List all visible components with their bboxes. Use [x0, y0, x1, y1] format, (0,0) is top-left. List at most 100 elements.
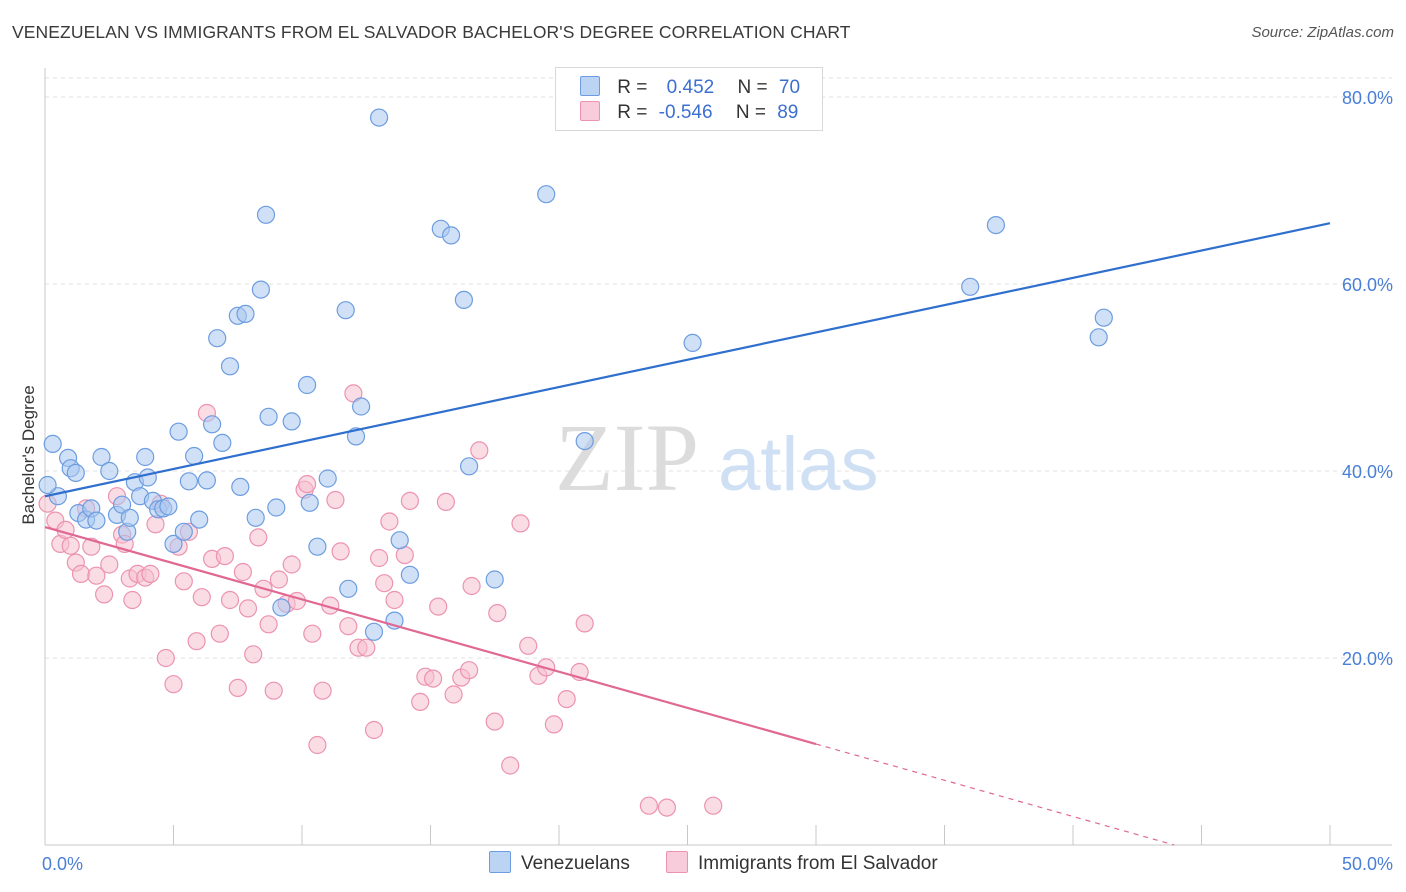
el-salvador-point: [400, 491, 419, 510]
legend-r-label: R =: [617, 102, 648, 123]
el-salvador-point: [429, 597, 448, 616]
el-salvador-point: [264, 681, 283, 700]
venezuelan-point: [1094, 308, 1113, 327]
el-salvador-point: [156, 648, 175, 668]
chart-title: VENEZUELAN VS IMMIGRANTS FROM EL SALVADO…: [12, 22, 851, 42]
legend-r-value: -0.546: [658, 102, 713, 123]
data-points: [38, 108, 1113, 817]
el-salvador-trend-line: [44, 526, 817, 746]
venezuelan-point: [208, 329, 227, 348]
el-salvador-point: [375, 574, 394, 593]
el-salvador-point: [444, 685, 463, 704]
venezuelan-point: [370, 108, 389, 127]
el-salvador-point: [704, 796, 723, 815]
venezuelan-point: [282, 412, 301, 431]
legend-n-value: 89: [777, 102, 799, 123]
el-salvador-point: [380, 512, 399, 531]
venezuelan-point: [220, 357, 240, 376]
legend-swatch-blue: [580, 76, 600, 96]
venezuelan-point: [267, 498, 286, 517]
legend-r-label: R =: [617, 77, 648, 98]
x-tick-label-max: 50.0%: [1342, 854, 1393, 874]
venezuelan-point: [485, 570, 504, 589]
venezuelan-point: [986, 216, 1006, 235]
legend-n-label: N =: [735, 102, 766, 123]
venezuelan-point: [318, 469, 337, 488]
venezuelan-point: [272, 598, 291, 617]
el-salvador-point: [575, 614, 594, 633]
y-tick-label: 60.0%: [1342, 275, 1393, 295]
venezuelan-point: [164, 534, 183, 554]
el-salvador-point: [511, 514, 530, 533]
venezuelan-point: [92, 447, 111, 467]
el-salvador-point: [501, 756, 520, 775]
venezuelan-point: [537, 185, 556, 204]
venezuelan-point: [231, 477, 250, 496]
venezuelan-point: [961, 277, 980, 296]
el-salvador-point: [357, 638, 376, 657]
el-salvador-point: [141, 564, 160, 584]
x-tick-label-min: 0.0%: [42, 854, 83, 874]
el-salvador-point: [56, 520, 75, 540]
el-salvador-point: [424, 669, 443, 688]
legend-n-value: 70: [778, 77, 801, 98]
el-salvador-point: [61, 536, 80, 555]
el-salvador-point: [313, 681, 332, 700]
venezuelan-point: [390, 531, 409, 550]
venezuelan-point: [236, 304, 255, 323]
legend-swatch-pink: [580, 101, 600, 121]
watermark-zip: ZIP: [555, 404, 699, 511]
y-tick-label: 40.0%: [1342, 462, 1393, 482]
el-salvador-point: [71, 564, 91, 584]
el-salvador-point: [460, 661, 479, 680]
el-salvador-point: [123, 590, 142, 610]
venezuelan-trend-line: [44, 222, 1331, 498]
el-salvador-point: [269, 570, 288, 589]
el-salvador-point: [370, 548, 389, 568]
legend-swatch-pink: [666, 851, 688, 873]
venezuelan-point: [300, 493, 319, 512]
venezuelan-point: [159, 497, 178, 516]
venezuelan-point: [120, 508, 139, 527]
venezuelan-point: [203, 415, 222, 434]
legend-swatch-blue: [489, 851, 511, 873]
el-salvador-point: [215, 546, 234, 566]
el-salvador-point: [470, 441, 489, 460]
el-salvador-point: [94, 585, 114, 604]
el-salvador-point: [462, 576, 481, 596]
axes: [44, 68, 1392, 846]
venezuelan-point: [339, 579, 358, 598]
el-salvador-point: [192, 588, 211, 607]
legend-label: Venezuelans: [521, 853, 630, 874]
legend-item-el-salvador: Immigrants from El Salvador: [666, 851, 938, 875]
el-salvador-point: [100, 555, 119, 574]
venezuelan-point: [197, 471, 216, 490]
el-salvador-point: [210, 624, 229, 643]
legend-row-el-salvador: R = -0.546 N = 89: [580, 101, 798, 125]
el-salvador-point: [544, 715, 564, 734]
venezuelan-point: [169, 422, 188, 441]
el-salvador-point: [519, 636, 538, 655]
venezuelan-point: [352, 397, 371, 416]
venezuelan-point: [683, 333, 702, 352]
y-tick-label: 80.0%: [1342, 88, 1393, 108]
venezuelan-point: [138, 468, 157, 487]
el-salvador-trend-extension: [815, 743, 1175, 846]
venezuelan-point: [213, 433, 232, 452]
el-salvador-point: [326, 490, 345, 510]
venezuelan-point: [185, 446, 204, 466]
legend-row-venezuelans: R = 0.452 N = 70: [580, 76, 800, 100]
watermark-atlas: atlas: [718, 422, 879, 507]
legend-n-label: N =: [737, 77, 768, 98]
y-tick-labels: 20.0% 40.0% 60.0% 80.0%: [1342, 88, 1393, 669]
venezuelan-point: [364, 622, 384, 641]
chart-source: Source: ZipAtlas.com: [1251, 24, 1394, 41]
venezuelan-point: [190, 510, 209, 529]
el-salvador-point: [244, 645, 263, 664]
watermark: ZIP atlas: [555, 404, 879, 511]
venezuelan-point: [298, 375, 317, 395]
venezuelan-point: [246, 508, 265, 527]
venezuelan-point: [460, 457, 479, 476]
el-salvador-point: [249, 528, 268, 547]
venezuelan-point: [308, 537, 327, 556]
